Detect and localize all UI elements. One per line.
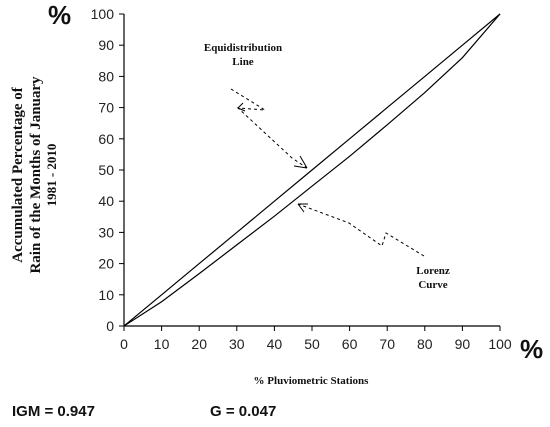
series-layer: [123, 13, 501, 327]
x-tick-label: 20: [191, 336, 207, 352]
x-tick-label: 100: [488, 336, 512, 352]
y-axis-unit: %: [48, 0, 71, 30]
x-tick-label: 70: [379, 336, 395, 352]
y-axis-title-line-2: Rain of the Months of January: [28, 76, 44, 274]
y-tick-label: 40: [98, 193, 114, 209]
x-tick-label: 30: [229, 336, 245, 352]
y-tick-label: 0: [106, 318, 114, 334]
x-tick-label: 40: [267, 336, 283, 352]
lorenz-label-line-2: Curve: [418, 279, 447, 291]
equidistribution-arrowhead-tip: [293, 155, 308, 169]
x-axis-ticks: 0 10 20 30 40 50 60 70 80 90 100: [120, 326, 512, 352]
lorenz-arrow: [297, 203, 425, 257]
y-axis-title: Accumulated Percentage of Rain of the Mo…: [10, 76, 59, 274]
x-axis-title: % Pluviometric Stations: [254, 375, 370, 387]
x-axis-unit: %: [520, 334, 543, 364]
equidistribution-arrow: [230, 88, 308, 169]
x-tick-label: 80: [417, 336, 433, 352]
y-tick-label: 70: [98, 100, 114, 116]
y-axis-ticks: 0 10 20 30 40 50 60 70 80 90 100: [91, 6, 124, 334]
x-tick-label: 10: [154, 336, 170, 352]
lorenz-curve-line: [123, 13, 501, 327]
x-tick-label: 60: [342, 336, 358, 352]
y-tick-label: 30: [98, 224, 114, 240]
y-tick-label: 100: [91, 6, 115, 22]
g-stat: G = 0.047: [210, 403, 276, 420]
equidistribution-label-line-2: Line: [232, 56, 254, 68]
x-tick-label: 0: [120, 336, 128, 352]
y-tick-label: 50: [98, 162, 114, 178]
y-axis-title-line-3: 1981 - 2010: [44, 144, 59, 207]
y-tick-label: 90: [98, 37, 114, 53]
y-tick-label: 60: [98, 131, 114, 147]
y-tick-label: 10: [98, 287, 114, 303]
x-tick-label: 50: [304, 336, 320, 352]
lorenz-label-line-1: Lorenz: [416, 265, 450, 277]
igm-stat: IGM = 0.947: [12, 403, 95, 420]
equidistribution-line: [123, 13, 501, 327]
x-tick-label: 90: [455, 336, 471, 352]
y-tick-label: 20: [98, 256, 114, 272]
y-tick-label: 80: [98, 68, 114, 84]
equidistribution-arrowhead-top: [237, 102, 246, 112]
y-axis-title-line-1: Accumulated Percentage of: [10, 86, 26, 263]
equidistribution-label-line-1: Equidistribution: [204, 42, 282, 54]
lorenz-arrowhead-tip: [297, 203, 308, 213]
